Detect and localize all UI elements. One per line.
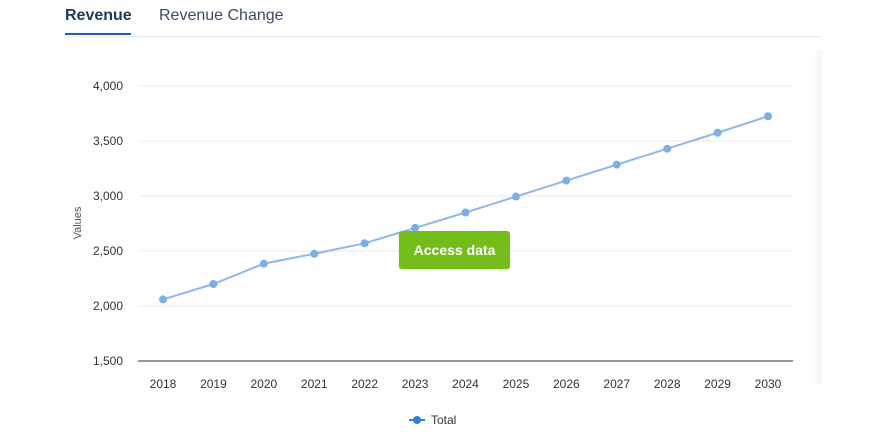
y-tick-label: 3,500	[93, 134, 123, 148]
x-tick-label: 2025	[503, 377, 530, 391]
data-point	[764, 112, 772, 121]
x-tick-label: 2027	[603, 377, 630, 391]
x-tick-label: 2019	[200, 377, 227, 391]
y-tick-label: 1,500	[93, 354, 123, 368]
x-tick-label: 2026	[553, 377, 580, 391]
x-tick-label: 2028	[654, 377, 681, 391]
x-tick-label: 2021	[301, 377, 328, 391]
x-tick-label: 2022	[351, 377, 378, 391]
active-tab-indicator	[65, 33, 131, 35]
data-point	[612, 160, 621, 169]
x-tick-label: 2018	[150, 377, 177, 391]
data-point	[562, 176, 571, 185]
y-tick-label: 2,500	[93, 244, 123, 258]
tab-bar: Revenue Revenue Change	[65, 0, 820, 37]
legend-marker-icon	[413, 416, 421, 424]
data-point	[259, 259, 268, 268]
data-point	[411, 223, 420, 232]
x-tick-label: 2020	[250, 377, 277, 391]
data-point	[511, 192, 520, 201]
y-tick-label: 3,000	[93, 189, 123, 203]
data-point	[159, 295, 167, 304]
panel-edge-shadow	[812, 50, 822, 385]
series-line	[162, 115, 769, 301]
legend-item-total[interactable]: Total	[409, 411, 456, 429]
tab-revenue-change[interactable]: Revenue Change	[159, 7, 284, 24]
access-data-button[interactable]: Access data	[399, 231, 510, 269]
y-axis-title: Values	[72, 206, 84, 239]
data-point	[713, 128, 722, 137]
x-tick-label: 2024	[452, 377, 479, 391]
legend-label: Total	[431, 413, 457, 427]
data-point	[663, 144, 672, 153]
x-tick-label: 2029	[704, 377, 731, 391]
data-point	[310, 249, 319, 258]
tab-revenue[interactable]: Revenue	[65, 7, 132, 24]
x-tick-label: 2030	[755, 377, 782, 391]
data-point	[209, 280, 218, 288]
x-tick-label: 2023	[402, 377, 429, 391]
y-tick-label: 2,000	[93, 299, 123, 313]
y-tick-label: 4,000	[93, 79, 123, 93]
data-point	[461, 208, 470, 217]
data-point	[360, 239, 369, 248]
legend-line-icon	[409, 416, 425, 424]
